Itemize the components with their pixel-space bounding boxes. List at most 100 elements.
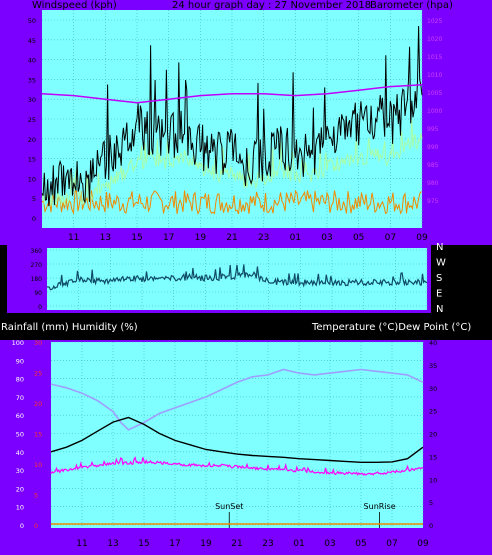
humidity-tick-label: 40 [16,449,24,457]
windspeed-tick-label: 10 [28,175,36,183]
bottom-x-tick-label: 19 [200,539,212,549]
temperature-tick-label: 0 [429,522,433,530]
humidity-series-line [50,368,424,431]
temperature-tick-label: 30 [429,385,437,393]
direction-chart-grid [47,248,428,310]
barometer-tick-label: 1025 [427,18,442,25]
humidity-tick-label: 60 [16,412,24,420]
windspeed-tick-label: 20 [28,136,36,144]
temperature-tick-label: 5 [429,499,433,507]
top-x-tick-label: 07 [385,233,396,243]
barometer-tick-label: 1015 [427,54,442,61]
barometer-tick-label: 980 [427,180,439,187]
windspeed-series-line [41,25,423,207]
wind-direction-line [46,264,428,291]
top-header-band [0,0,492,10]
bottom-x-tick-label: 11 [76,539,87,549]
temperature-tick-label: 25 [429,408,437,416]
top-x-tick-label: 01 [290,233,301,243]
barometer-tick-label: 990 [427,144,439,151]
direction-degree-label: 270 [31,262,43,269]
top-x-tick-label: 13 [100,233,111,243]
bottom-x-tick-label: 17 [169,539,180,549]
humidity-tick-label: 100 [12,339,24,347]
compass-label: E [436,289,442,300]
humidity-tick-label: 70 [16,394,24,402]
bottom-x-tick-label: 03 [324,539,335,549]
rainfall-tick-label: 15 [34,431,42,439]
compass-label: N [436,304,443,315]
top-x-tick-label: 05 [353,233,364,243]
top-x-tick-label: 23 [258,233,269,243]
direction-degree-label: 360 [31,248,43,255]
windspeed-tick-label: 0 [32,215,36,223]
top-chart-series [41,25,423,215]
middle-header-band [0,318,492,340]
rainfall-tick-label: 0 [34,522,38,530]
barometer-tick-label: 1020 [427,36,442,43]
top-x-tick-label: 17 [163,233,174,243]
barometer-tick-label: 985 [427,162,439,169]
top-x-tick-label: 15 [131,233,142,243]
gust-series-line [41,119,423,207]
barometer-axis-title: Barometer (hpa) [370,0,453,11]
rainfall-tick-label: 20 [34,400,42,408]
windspeed-tick-label: 15 [28,156,36,164]
direction-degree-label: 180 [31,276,43,283]
barometer-tick-label: 1005 [427,90,442,97]
sun-event-label: SunRise [364,502,396,511]
rainfall-tick-label: 30 [34,339,42,347]
top-x-tick-label: 09 [416,233,428,243]
barometer-tick-label: 1010 [427,72,442,79]
temperature-tick-label: 10 [429,476,437,484]
direction-degree-label: 0 [38,304,42,311]
top-x-tick-label: 21 [226,233,237,243]
windspeed-tick-label: 40 [28,57,36,65]
dewpoint-series-line [50,456,424,476]
barometer-series-line [41,84,423,104]
axis-labels: 0510152025303540455097598098599099510001… [12,17,446,549]
humidity-tick-label: 20 [16,485,24,493]
humidity-tick-label: 80 [16,376,24,384]
sun-event-label: SunSet [215,502,243,511]
windspeed-tick-label: 45 [28,37,36,45]
temperature-tick-label: 20 [429,431,437,439]
humidity-tick-label: 10 [16,504,24,512]
compass-label: N [436,242,443,253]
rainfall-tick-label: 10 [34,461,42,469]
rainfall-tick-label: 25 [34,370,42,378]
top-x-tick-label: 19 [195,233,207,243]
windspeed-axis-title: Windspeed (kph) [32,0,117,11]
temperature-tick-label: 40 [429,339,437,347]
bottom-chart-series [50,368,424,525]
bottom-x-tick-label: 07 [386,539,397,549]
rainfall-rate-trace [41,189,422,215]
chart-title: 24 hour graph day : 27 November 2018 [172,0,371,11]
barometer-tick-label: 975 [427,198,439,205]
humidity-tick-label: 50 [16,431,24,439]
bottom-x-tick-label: 15 [138,539,149,549]
bottom-x-tick-label: 23 [262,539,273,549]
bottom-x-tick-label: 21 [231,539,242,549]
humidity-tick-label: 90 [16,357,24,365]
temperature-tick-label: 35 [429,362,437,370]
direction-chart-series [46,264,428,291]
barometer-tick-label: 995 [427,126,439,133]
humidity-tick-label: 0 [20,522,24,530]
direction-degree-label: 90 [34,290,42,297]
windspeed-tick-label: 50 [28,17,36,25]
temperature-series-line [50,416,424,463]
temperature-tick-label: 15 [429,453,437,461]
top-x-tick-label: 03 [321,233,332,243]
windspeed-tick-label: 5 [32,195,36,203]
windspeed-tick-label: 25 [28,116,36,124]
bottom-x-tick-label: 01 [293,539,304,549]
compass-label: W [436,258,446,269]
humidity-tick-label: 30 [16,467,24,475]
compass-label: S [436,273,442,284]
barometer-tick-label: 1000 [427,108,442,115]
rainfall-tick-label: 5 [34,492,38,500]
windspeed-tick-label: 35 [28,76,36,84]
